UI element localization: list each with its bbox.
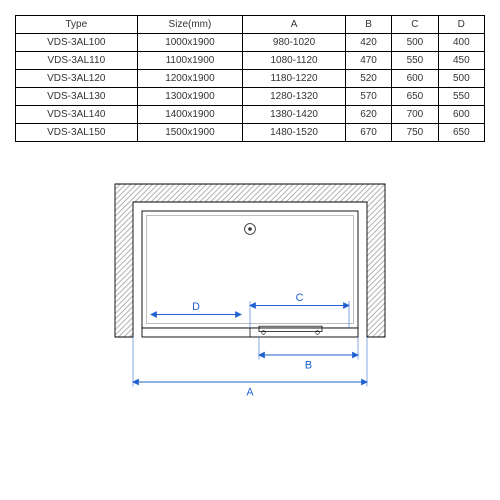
- table-cell: 1380-1420: [243, 106, 346, 124]
- table-cell: 650: [392, 88, 438, 106]
- table-cell: 1080-1120: [243, 52, 346, 70]
- table-cell: 650: [438, 124, 484, 142]
- table-cell: 670: [345, 124, 391, 142]
- table-cell: 1400x1900: [137, 106, 243, 124]
- table-cell: 1280-1320: [243, 88, 346, 106]
- table-cell: 700: [392, 106, 438, 124]
- col-d: D: [438, 16, 484, 34]
- technical-diagram: D C B A: [15, 162, 485, 422]
- table-cell: VDS-3AL150: [16, 124, 138, 142]
- col-type: Type: [16, 16, 138, 34]
- table-cell: 450: [438, 52, 484, 70]
- table-row: VDS-3AL1101100x19001080-1120470550450: [16, 52, 485, 70]
- table-cell: VDS-3AL120: [16, 70, 138, 88]
- table-row: VDS-3AL1001000x1900980-1020420500400: [16, 34, 485, 52]
- dim-d-label: D: [192, 301, 200, 313]
- col-b: B: [345, 16, 391, 34]
- table-cell: 1100x1900: [137, 52, 243, 70]
- table-cell: 1480-1520: [243, 124, 346, 142]
- dim-c-label: C: [296, 292, 304, 304]
- table-cell: 520: [345, 70, 391, 88]
- col-size: Size(mm): [137, 16, 243, 34]
- table-cell: 1500x1900: [137, 124, 243, 142]
- table-cell: 500: [438, 70, 484, 88]
- table-cell: VDS-3AL130: [16, 88, 138, 106]
- table-row: VDS-3AL1501500x19001480-1520670750650: [16, 124, 485, 142]
- table-cell: 1180-1220: [243, 70, 346, 88]
- table-cell: 470: [345, 52, 391, 70]
- table-cell: 550: [392, 52, 438, 70]
- table-cell: 570: [345, 88, 391, 106]
- dim-b-label: B: [305, 360, 312, 372]
- table-row: VDS-3AL1301300x19001280-1320570650550: [16, 88, 485, 106]
- table-cell: 1200x1900: [137, 70, 243, 88]
- table-cell: 400: [438, 34, 484, 52]
- table-row: VDS-3AL1201200x19001180-1220520600500: [16, 70, 485, 88]
- col-a: A: [243, 16, 346, 34]
- dim-a-label: A: [246, 387, 254, 399]
- table-cell: 420: [345, 34, 391, 52]
- table-cell: 550: [438, 88, 484, 106]
- table-cell: 1000x1900: [137, 34, 243, 52]
- spec-table: Type Size(mm) A B C D VDS-3AL1001000x190…: [15, 15, 485, 142]
- table-cell: 980-1020: [243, 34, 346, 52]
- col-c: C: [392, 16, 438, 34]
- table-cell: 1300x1900: [137, 88, 243, 106]
- table-row: VDS-3AL1401400x19001380-1420620700600: [16, 106, 485, 124]
- table-cell: VDS-3AL140: [16, 106, 138, 124]
- table-cell: 600: [392, 70, 438, 88]
- table-cell: VDS-3AL110: [16, 52, 138, 70]
- table-cell: 500: [392, 34, 438, 52]
- table-header-row: Type Size(mm) A B C D: [16, 16, 485, 34]
- table-cell: 750: [392, 124, 438, 142]
- table-cell: 620: [345, 106, 391, 124]
- table-cell: VDS-3AL100: [16, 34, 138, 52]
- table-cell: 600: [438, 106, 484, 124]
